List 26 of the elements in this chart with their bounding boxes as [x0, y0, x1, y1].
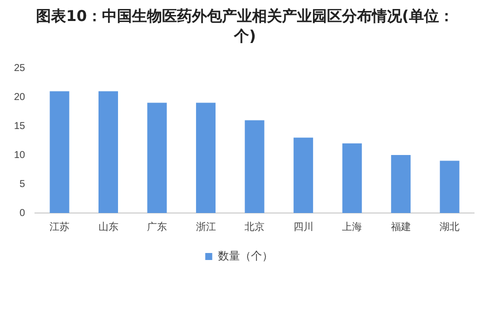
y-tick-label: 0: [20, 208, 26, 219]
bar: [391, 155, 411, 213]
x-tick-label: 山东: [98, 220, 118, 233]
x-tick-label: 广东: [147, 220, 168, 233]
x-tick-label: 四川: [293, 220, 314, 233]
x-tick-label: 上海: [342, 220, 362, 233]
bar: [294, 138, 314, 213]
bar: [98, 91, 118, 213]
bar: [147, 102, 167, 213]
y-tick-label: 15: [14, 120, 26, 132]
legend-label: 数量（个）: [218, 249, 273, 262]
bar: [342, 143, 362, 213]
bar: [196, 102, 216, 213]
x-tick-label: 北京: [244, 220, 265, 233]
y-tick-label: 20: [14, 92, 26, 103]
bar: [50, 91, 70, 213]
bar: [440, 160, 460, 213]
x-tick-label: 湖北: [440, 220, 460, 233]
x-tick-label: 浙江: [196, 220, 216, 233]
y-tick-label: 10: [14, 150, 26, 161]
x-tick-label: 福建: [390, 220, 411, 233]
chart-title: 图表10：中国生物医药外包产业相关产业园区分布情况(单位：个): [35, 6, 455, 46]
y-tick-label: 25: [14, 62, 26, 74]
x-tick-label: 江苏: [50, 220, 70, 233]
y-tick-label: 5: [20, 178, 26, 190]
bar: [244, 120, 264, 213]
